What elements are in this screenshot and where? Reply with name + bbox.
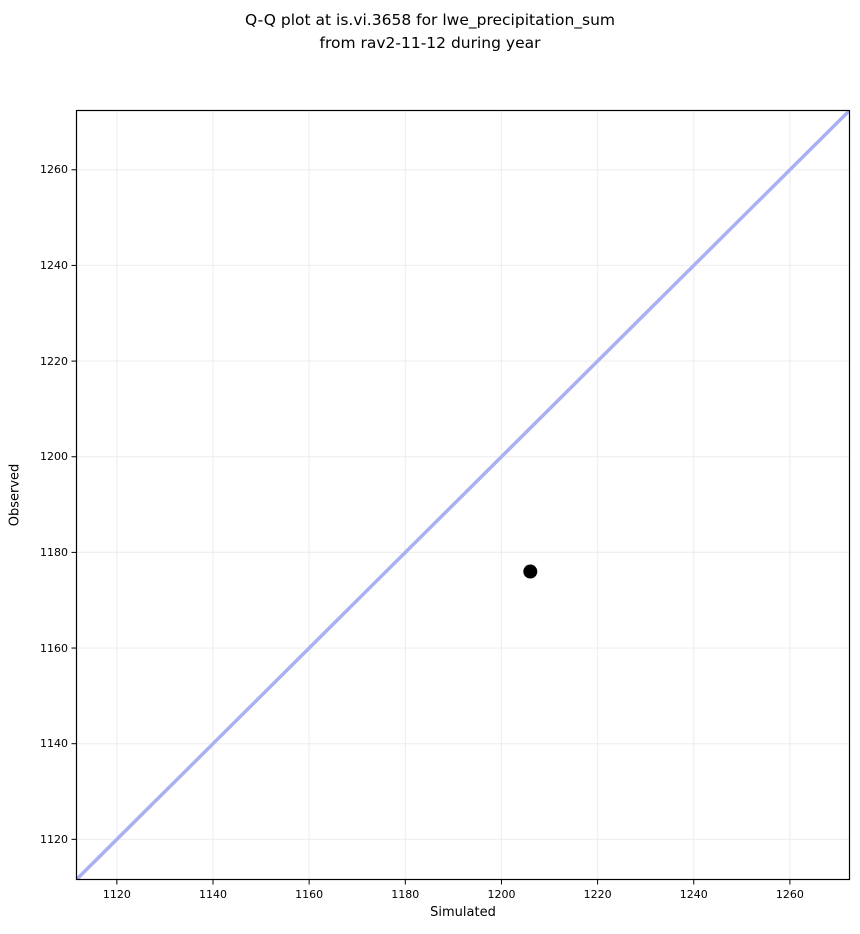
x-tick-label: 1180 [391, 888, 420, 901]
y-tick-label: 1200 [40, 450, 68, 464]
x-tick-label: 1120 [102, 888, 131, 901]
y-tick-label: 1140 [40, 737, 68, 751]
y-tick-label: 1160 [40, 641, 68, 655]
y-tick-label: 1220 [40, 354, 68, 368]
x-tick-label: 1220 [583, 888, 612, 901]
y-tick-label: 1260 [40, 163, 68, 177]
chart-title-line-2: from rav2-11-12 during year [319, 34, 541, 52]
x-tick-label: 1200 [487, 888, 516, 901]
x-tick-label: 1140 [199, 888, 227, 901]
identity-reference-line [76, 110, 850, 880]
x-tick-label: 1160 [295, 888, 324, 901]
y-axis-label: Observed [7, 463, 23, 527]
axes-spines [75, 109, 851, 881]
x-tick-label: 1260 [775, 888, 804, 901]
y-tick-label: 1240 [40, 258, 68, 272]
y-tick-label: 1180 [40, 545, 68, 559]
chart-title-line-1: Q-Q plot at is.vi.3658 for lwe_precipita… [244, 11, 616, 29]
chart-title: Q-Q plot at is.vi.3658 for lwe_precipita… [0, 9, 860, 55]
y-tick-label: 1120 [40, 832, 68, 846]
x-tick-label: 1240 [679, 888, 708, 901]
quantile-points-marker [523, 564, 538, 579]
x-axis-label: Simulated [430, 905, 496, 920]
